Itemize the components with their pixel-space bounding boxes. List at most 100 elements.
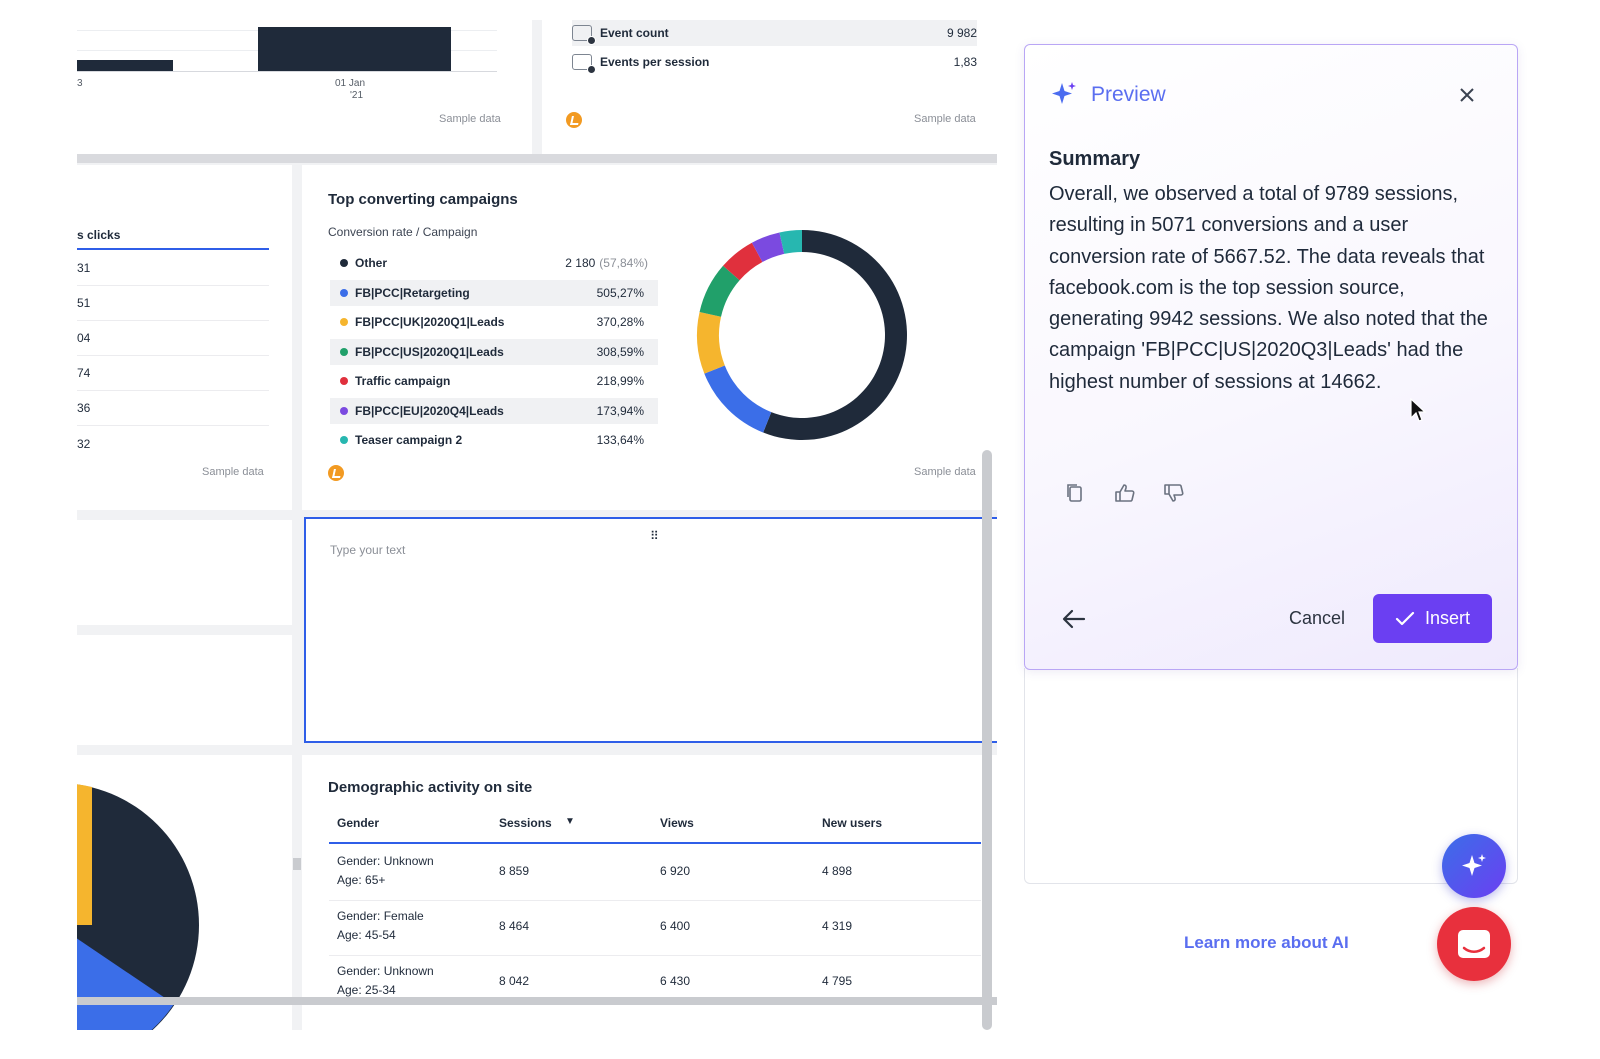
ai-panel-body — [1024, 668, 1518, 884]
table-row: Gender: Female Age: 45-54 8 464 6 400 4 … — [329, 901, 981, 956]
bar-chart-bar[interactable] — [258, 27, 451, 71]
campaign-value: 308,59% — [596, 344, 644, 359]
section-divider — [77, 154, 997, 163]
donut-slice[interactable] — [704, 365, 772, 433]
donut-slice[interactable] — [751, 232, 785, 263]
campaign-name: Other — [355, 256, 388, 270]
chat-icon — [1458, 930, 1490, 958]
learn-more-ai-link[interactable]: Learn more about AI — [1184, 933, 1349, 952]
column-header-views[interactable]: Views — [660, 816, 694, 830]
metric-row-event-count[interactable]: Event count 9 982 — [572, 20, 977, 46]
campaign-row[interactable]: FB|PCC|UK|2020Q1|Leads 370,28% — [330, 309, 658, 335]
donut-slice[interactable] — [699, 265, 740, 317]
metric-value: 9 982 — [946, 26, 977, 40]
thumbs-up-icon[interactable] — [1113, 481, 1137, 505]
campaign-row[interactable]: Teaser campaign 2 133,64% — [330, 427, 658, 453]
cancel-button[interactable]: Cancel — [1289, 608, 1346, 628]
close-icon[interactable] — [1457, 85, 1477, 105]
pie-slice — [77, 938, 174, 1030]
list-item: 31 — [77, 251, 269, 286]
campaign-name: FB|PCC|UK|2020Q1|Leads — [355, 315, 505, 329]
list-item: 36 — [77, 391, 269, 426]
metric-label: Event count — [600, 26, 669, 40]
pie-chart — [77, 784, 199, 1030]
sample-data-label: Sample data — [914, 113, 976, 125]
sample-data-label: Sample data — [439, 113, 501, 125]
events-per-session-icon — [572, 54, 596, 74]
clicks-column-header: s clicks — [77, 228, 121, 242]
campaign-value: 218,99% — [596, 374, 644, 388]
metric-row-events-per-session[interactable]: Events per session 1,83 — [572, 49, 977, 75]
donut-chart — [697, 230, 907, 440]
campaign-value: 173,94% — [596, 403, 644, 418]
legend-dot — [340, 347, 348, 356]
column-resize-handle[interactable] — [293, 858, 301, 870]
column-header-gender[interactable]: Gender — [337, 816, 380, 830]
copy-icon[interactable] — [1063, 481, 1087, 505]
text-input-placeholder[interactable]: Type your text — [330, 543, 406, 557]
campaign-row[interactable]: FB|PCC|US|2020Q1|Leads 308,59% — [330, 338, 658, 365]
bar-chart-widget: 3 01 Jan '21 Sample data — [77, 20, 532, 155]
x-tick-label: 01 Jan — [335, 78, 366, 89]
campaign-share: (57,84%) — [599, 256, 648, 270]
insert-button[interactable]: Insert — [1373, 594, 1492, 643]
summary-heading: Summary — [1049, 148, 1141, 170]
demographics-widget: Demographic activity on site — [302, 755, 997, 1030]
donut-slice[interactable] — [697, 311, 725, 374]
horizontal-scrollbar[interactable] — [77, 997, 997, 1005]
widget-subtitle: Conversion rate / Campaign — [328, 225, 478, 239]
ai-preview-panel: Preview Summary Overall, we observed a t… — [1024, 44, 1518, 670]
event-count-icon — [572, 25, 596, 45]
legend-dot — [340, 318, 348, 326]
campaign-value: 505,27% — [596, 285, 644, 300]
column-header-sessions[interactable]: Sessions — [499, 816, 552, 830]
campaigns-widget: Top converting campaigns Conversion rate… — [302, 165, 997, 510]
donut-slice[interactable] — [779, 230, 802, 254]
table-row: Gender: Unknown Age: 65+ 8 859 6 920 4 8… — [329, 846, 981, 901]
x-tick-label: 3 — [77, 78, 83, 89]
sparkle-icon — [1462, 854, 1486, 876]
legend-dot — [340, 406, 348, 415]
sample-data-label: Sample data — [914, 466, 976, 478]
table-row: Gender: Unknown Age: 25-34 8 042 6 430 4… — [337, 964, 853, 997]
check-icon — [1395, 611, 1415, 625]
campaign-row[interactable]: FB|PCC|Retargeting 505,27% — [330, 279, 658, 306]
sparkle-icon — [1052, 82, 1076, 104]
clicks-header-underline — [77, 248, 269, 250]
legend-dot — [340, 288, 348, 297]
data-source-icon[interactable] — [328, 465, 344, 481]
thumbs-down-icon[interactable] — [1162, 481, 1186, 505]
campaign-value: 133,64% — [596, 433, 644, 447]
campaign-name: FB|PCC|US|2020Q1|Leads — [355, 344, 504, 359]
ai-assistant-button[interactable] — [1442, 834, 1506, 898]
campaign-value: 2 180 — [565, 256, 596, 270]
campaign-row[interactable]: Other 2 180 (57,84%) — [330, 250, 658, 276]
pie-widget — [77, 755, 292, 1030]
campaign-name: FB|PCC|EU|2020Q4|Leads — [355, 403, 504, 418]
table-header: Gender Sessions ▼ Views New users — [329, 816, 981, 844]
insert-button-label: Insert — [1424, 608, 1471, 628]
text-widget[interactable]: ⠿ Type your text — [304, 517, 1004, 743]
empty-widget — [77, 635, 292, 745]
data-source-icon[interactable] — [566, 112, 582, 128]
chat-launcher-button[interactable] — [1437, 907, 1511, 981]
donut-slice[interactable] — [723, 242, 763, 281]
bar-chart-bar[interactable] — [77, 60, 173, 71]
campaign-row[interactable]: FB|PCC|EU|2020Q4|Leads 173,94% — [330, 397, 658, 424]
metrics-widget: Event count 9 982 Events per session 1,8… — [542, 20, 997, 155]
vertical-scrollbar[interactable] — [982, 450, 992, 1030]
drag-handle-icon[interactable]: ⠿ — [650, 529, 659, 543]
campaign-row[interactable]: Traffic campaign 218,99% — [330, 368, 658, 394]
donut-slice[interactable] — [763, 230, 907, 440]
clicks-list-widget: s clicks 31 51 04 74 36 32 Sample data — [77, 165, 292, 510]
legend-dot — [340, 259, 348, 267]
metric-label: Events per session — [600, 55, 710, 69]
campaign-name: Traffic campaign — [355, 374, 451, 388]
sort-desc-icon[interactable]: ▼ — [565, 816, 575, 827]
pie-slice — [77, 784, 92, 925]
widget-title: Demographic activity on site — [328, 779, 533, 796]
back-arrow-icon[interactable] — [1061, 607, 1087, 631]
campaign-name: Teaser campaign 2 — [355, 433, 463, 447]
column-header-new-users[interactable]: New users — [822, 816, 883, 830]
list-item: 74 — [77, 356, 269, 391]
